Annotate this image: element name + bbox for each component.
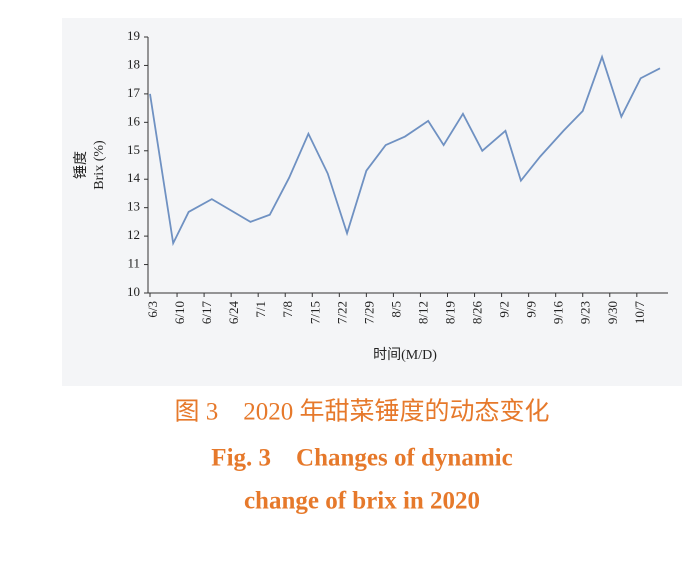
x-tick-label: 9/30 (605, 301, 620, 324)
x-tick-label: 7/29 (361, 301, 376, 324)
x-tick-label: 7/8 (280, 301, 295, 318)
x-tick-label: 10/7 (632, 301, 647, 325)
caption-en: Fig. 3 Changes of dynamic (211, 445, 512, 472)
x-tick-label: 7/1 (253, 301, 268, 318)
y-tick-label: 17 (127, 85, 141, 100)
x-axis-label: 时间(M/D) (373, 347, 437, 363)
y-tick-label: 11 (127, 256, 140, 271)
y-tick-label: 13 (127, 199, 140, 214)
y-tick-label: 10 (127, 284, 140, 299)
y-tick-label: 15 (127, 142, 140, 157)
x-tick-label: 7/15 (307, 301, 322, 324)
data-line (149, 54, 661, 247)
x-tick-label: 6/24 (226, 301, 241, 325)
caption-en: change of brix in 2020 (244, 488, 480, 515)
y-axis-label: 锤度 (73, 151, 89, 179)
caption-cn: 图 3 2020 年甜菜锤度的动态变化 (174, 398, 549, 426)
x-tick-label: 6/17 (199, 301, 214, 325)
y-tick-label: 12 (127, 227, 140, 242)
x-tick-label: 9/2 (497, 301, 512, 318)
y-tick-label: 18 (127, 56, 140, 71)
chart-background (62, 18, 682, 386)
y-tick-label: 16 (127, 113, 141, 128)
x-tick-label: 8/19 (442, 301, 457, 324)
x-tick-label: 7/22 (334, 301, 349, 324)
x-tick-label: 9/16 (551, 301, 566, 325)
x-tick-label: 6/10 (172, 301, 187, 324)
x-tick-label: 6/3 (145, 301, 160, 318)
x-tick-label: 8/12 (415, 301, 430, 324)
x-tick-label: 9/23 (578, 301, 593, 324)
y-axis-label: Brix (%) (92, 140, 107, 190)
x-tick-label: 9/9 (524, 301, 539, 318)
x-tick-label: 8/5 (388, 301, 403, 318)
x-tick-label: 8/26 (470, 301, 485, 325)
y-tick-label: 19 (127, 28, 140, 43)
y-tick-label: 14 (127, 170, 141, 185)
